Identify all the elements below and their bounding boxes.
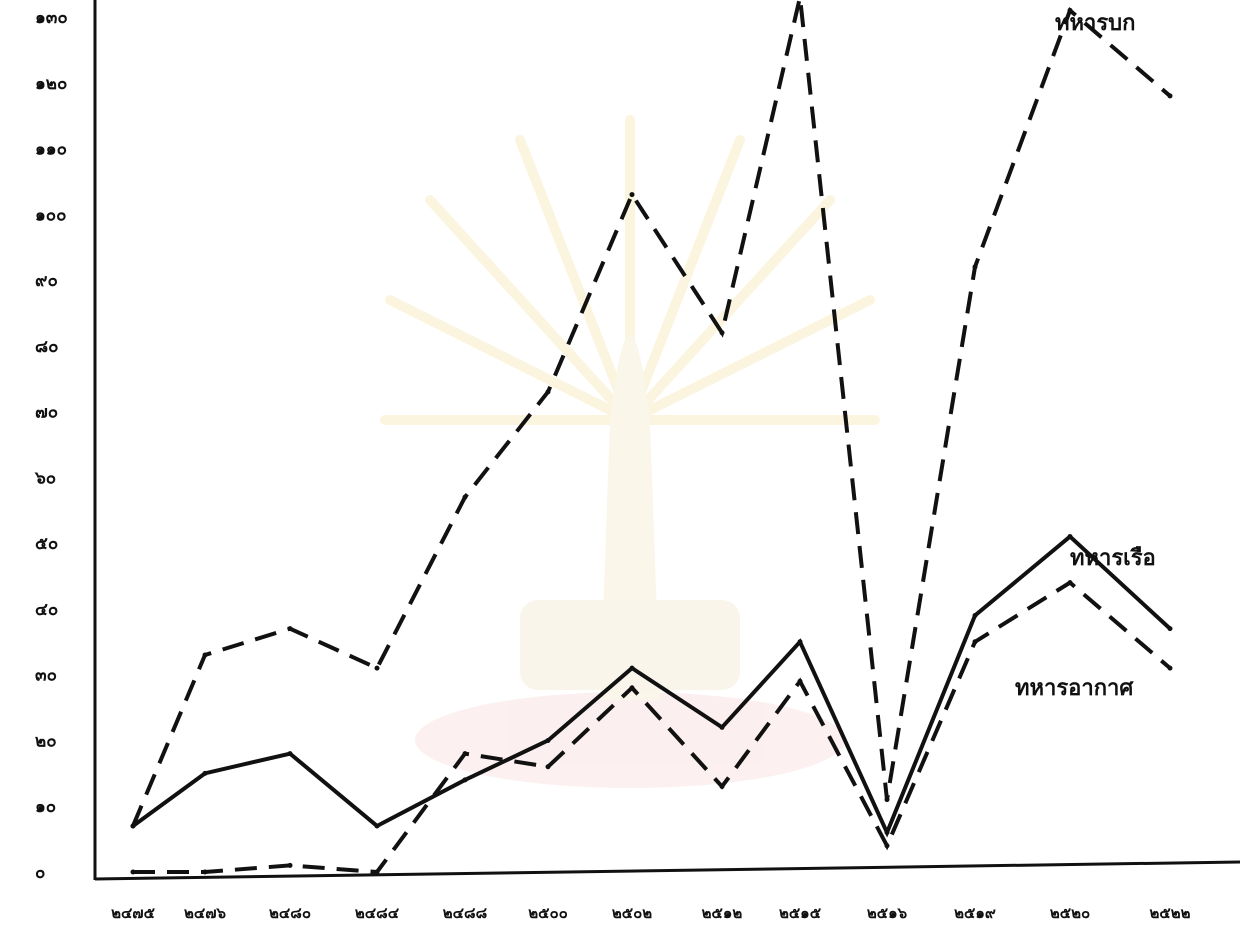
data-point <box>545 737 551 743</box>
series-label-2: ทหารอากาศ <box>1015 676 1134 701</box>
y-tick-label: ๔๐ <box>35 600 58 620</box>
data-point <box>884 843 890 849</box>
x-tick-label: ๒๕๐๒ <box>612 904 652 922</box>
data-point <box>202 770 208 776</box>
x-tick-label: ๒๔๗๖ <box>184 904 227 922</box>
y-tick-label: ๑๐ <box>35 797 56 817</box>
data-point <box>972 264 978 270</box>
data-point <box>719 330 725 336</box>
data-point <box>1067 580 1073 586</box>
x-tick-label: ๒๕๑๕ <box>779 904 822 922</box>
x-tick-label: ๒๕๑๒ <box>702 904 743 922</box>
y-tick-label: ๙๐ <box>35 271 58 291</box>
data-point <box>1167 626 1173 632</box>
y-tick-label: ๐ <box>35 863 45 883</box>
data-point <box>719 784 725 789</box>
data-point <box>287 626 293 632</box>
data-point <box>202 652 208 658</box>
data-point <box>462 751 468 757</box>
data-point <box>884 797 890 803</box>
x-tick-label: ๒๕๐๐ <box>528 904 568 922</box>
data-point <box>462 777 468 783</box>
data-point <box>202 869 208 875</box>
data-point <box>130 869 136 875</box>
data-point <box>462 494 468 500</box>
data-point <box>545 389 551 395</box>
data-point <box>719 724 725 730</box>
x-tick-label: ๒๕๑๖ <box>867 904 908 922</box>
data-point <box>287 862 293 868</box>
series-label-0: ทหารบก <box>1055 11 1135 36</box>
x-tick-label: ๒๕๑๙ <box>954 904 996 922</box>
data-point <box>1167 93 1173 99</box>
data-point <box>884 830 890 836</box>
y-tick-label: ๒๐ <box>35 731 57 751</box>
data-point <box>797 678 803 684</box>
axes <box>93 0 1241 881</box>
data-point <box>287 751 293 757</box>
data-point <box>972 613 978 618</box>
y-tick-labels: ๐ ๑๐ ๒๐ ๓๐ ๔๐ ๕๐ ๖๐ ๗๐ ๘๐ ๙๐ ๑๐๐ ๑๑๐ ๑๒๐ ๑๓๐ <box>34 8 68 883</box>
data-point <box>1167 665 1173 671</box>
data-point <box>374 823 380 829</box>
x-tick-labels: ๒๔๗๕ ๒๔๗๖ ๒๔๘๐ ๒๔๘๔ ๒๔๘๘ ๒๕๐๐ ๒๕๐๒ ๒๕๑๒ ๒๕๑๕ ๒๕๑๖… <box>111 904 1191 922</box>
x-tick-label: ๒๕๒๒ <box>1149 904 1190 922</box>
y-tick-label: ๑๓๐ <box>35 8 68 28</box>
data-point <box>374 665 380 671</box>
data-point <box>629 685 635 691</box>
series-lines <box>130 0 1173 875</box>
y-tick-label: ๑๑๐ <box>35 140 67 160</box>
y-tick-label: ๕๐ <box>35 534 58 554</box>
y-tick-label: ๑๒๐ <box>35 74 67 94</box>
data-point <box>374 869 380 875</box>
data-point <box>1067 7 1073 13</box>
data-point <box>1067 534 1073 540</box>
data-point <box>545 764 551 770</box>
data-point <box>629 665 635 671</box>
y-tick-label: ๑๐๐ <box>35 205 67 225</box>
y-tick-label: ๘๐ <box>35 337 59 357</box>
y-tick-label: ๖๐ <box>34 468 56 488</box>
series-label-1: ทหารเรือ <box>1070 546 1156 571</box>
data-point <box>130 823 136 829</box>
x-tick-label: ๒๕๒๐ <box>1050 904 1090 922</box>
x-tick-label: ๒๔๘๐ <box>269 904 311 922</box>
y-tick-label: ๗๐ <box>35 403 58 423</box>
y-tick-label: ๓๐ <box>35 666 57 686</box>
x-axis <box>94 860 1241 881</box>
x-tick-label: ๒๔๘๔ <box>355 904 400 922</box>
data-point <box>629 192 635 198</box>
x-tick-label: ๒๔๘๘ <box>443 904 488 922</box>
x-tick-label: ๒๔๗๕ <box>111 904 156 922</box>
data-point <box>797 639 803 645</box>
data-point <box>972 639 978 645</box>
